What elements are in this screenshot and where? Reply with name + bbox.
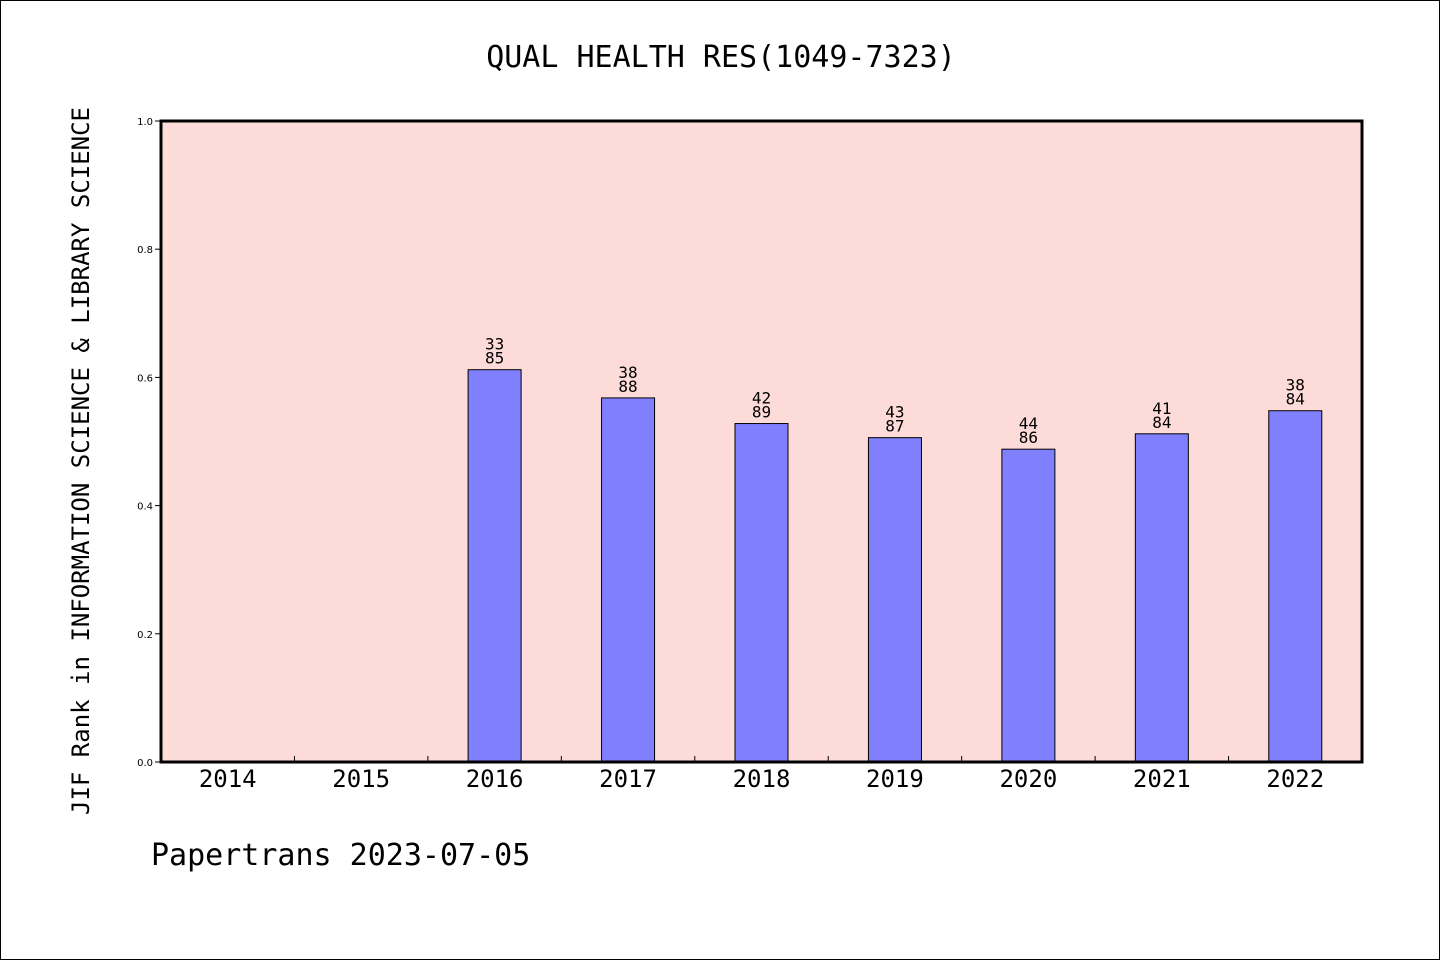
x-tick-label: 2016: [466, 765, 524, 793]
x-tick-label: 2017: [599, 765, 657, 793]
bar-2016: [467, 369, 522, 763]
x-tick-label: 2019: [866, 765, 924, 793]
x-tick-label: 2014: [199, 765, 257, 793]
bar-2021: [1134, 433, 1189, 763]
y-tick-label: 0.4: [137, 502, 153, 513]
bar-data-label: 85: [485, 349, 504, 368]
bar-2018: [734, 423, 789, 763]
bar-data-label: 44: [1019, 414, 1038, 433]
bar-data-label: 84: [1286, 390, 1305, 409]
bar-2022: [1268, 410, 1323, 763]
y-axis-label: JIF Rank in INFORMATION SCIENCE & LIBRAR…: [67, 107, 95, 815]
bar-data-label: 86: [1019, 428, 1038, 447]
x-ticks-group: 2014 2015 2016 2017 2018 2019 2020 2021 2022: [199, 756, 1324, 793]
bar-data-label: 42: [752, 389, 771, 408]
bar-data-label: 88: [618, 377, 637, 396]
plot-border: [159, 119, 1364, 764]
bar-data-label: 43: [885, 403, 904, 422]
footer-credit: Papertrans 2023-07-05: [151, 838, 530, 873]
y-ticks-group: 0.0 0.2 0.4 0.6 0.8 1.0: [137, 117, 161, 769]
bar-data-label: 87: [885, 417, 904, 436]
x-tick-label: 2021: [1133, 765, 1191, 793]
bar-data-label: 89: [752, 403, 771, 422]
y-tick-label: 0.0: [137, 758, 153, 769]
bar-2020: [1001, 448, 1056, 763]
bar-data-label: 33: [485, 335, 504, 354]
bar-data-label: 38: [1286, 376, 1305, 395]
x-tick-label: 2018: [733, 765, 791, 793]
bar-data-label: 84: [1152, 413, 1171, 432]
y-tick-label: 0.6: [137, 373, 153, 384]
x-tick-label: 2015: [332, 765, 390, 793]
x-tick-label: 2020: [999, 765, 1057, 793]
bar-data-label: 38: [618, 363, 637, 382]
bar-data-label: 41: [1152, 399, 1171, 418]
y-tick-label: 0.2: [137, 630, 153, 641]
y-tick-label: 1.0: [137, 117, 153, 128]
x-tick-label: 2022: [1266, 765, 1324, 793]
bar-2019: [867, 437, 922, 763]
bar-2017: [601, 397, 656, 763]
y-tick-label: 0.8: [137, 245, 153, 256]
chart-title: QUAL HEALTH RES(1049-7323): [486, 40, 956, 75]
bars-group: [467, 369, 1323, 763]
